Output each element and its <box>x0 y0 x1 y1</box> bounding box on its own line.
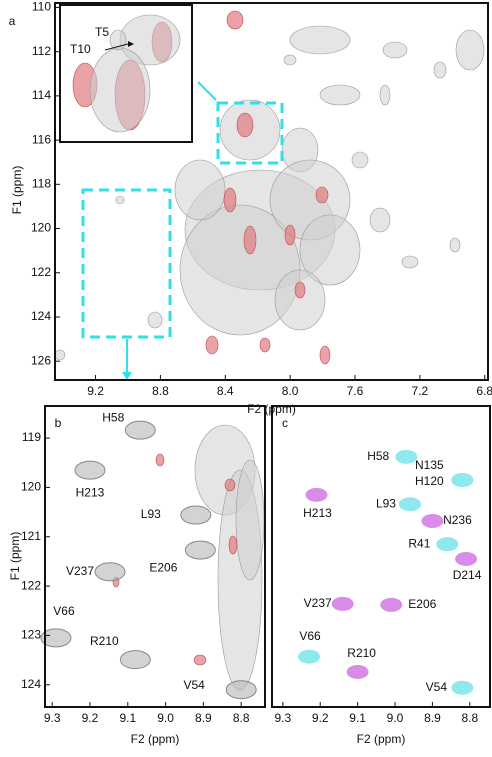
peak-label: N236 <box>443 513 472 527</box>
peak <box>451 473 474 488</box>
y-tick-label: 118 <box>32 176 51 190</box>
peak-label: V66 <box>53 604 75 618</box>
peak <box>395 449 418 464</box>
peak-label: H58 <box>102 410 124 424</box>
y-tick-label: 124 <box>21 677 41 691</box>
peak-label: H120 <box>415 474 444 488</box>
y-tick-label: 112 <box>32 44 51 58</box>
peak-label: H213 <box>303 506 332 520</box>
y-tick-label: 124 <box>31 309 51 323</box>
x-tick-label: 8.9 <box>424 711 441 725</box>
x-tick-label: 7.6 <box>347 384 364 398</box>
peak <box>346 664 369 679</box>
x-tick-label: 8.8 <box>461 711 478 725</box>
x-tick-label: 9.1 <box>349 711 366 725</box>
y-tick-label: 121 <box>21 529 41 543</box>
x-tick-label: 6.8 <box>476 384 492 398</box>
x-tick-label: 8.0 <box>282 384 299 398</box>
y-tick-label: 120 <box>31 221 51 235</box>
peak-label: E206 <box>408 597 436 611</box>
peak-label: L93 <box>141 507 161 521</box>
peak-label: V66 <box>299 629 321 643</box>
x-axis-label: F2 (ppm) <box>131 732 180 746</box>
x-tick-label: 9.2 <box>312 711 329 725</box>
peak-label: V237 <box>66 564 94 578</box>
y-tick-label: 110 <box>32 0 51 14</box>
x-axis-label: F2 (ppm) <box>357 732 406 746</box>
y-tick-label: 116 <box>32 132 51 146</box>
peak <box>225 680 257 700</box>
y-tick-label: 122 <box>31 265 51 279</box>
panel-label: c <box>282 416 288 430</box>
peak-label: V54 <box>184 678 206 692</box>
y-tick-label: 122 <box>21 578 41 592</box>
x-tick-label: 8.9 <box>195 711 212 725</box>
x-tick-label: 9.3 <box>44 711 61 725</box>
inset-annotation: T5 <box>95 25 109 39</box>
y-axis-label: F1 (ppm) <box>10 166 24 215</box>
peak-label: H58 <box>367 449 389 463</box>
panel-label: b <box>55 416 62 430</box>
peak <box>380 597 403 612</box>
zoom-box <box>81 188 172 339</box>
peak <box>436 537 459 552</box>
arrow <box>197 81 217 101</box>
y-tick-label: 123 <box>21 628 41 642</box>
x-tick-label: 8.8 <box>152 384 169 398</box>
zoom-box <box>216 101 284 165</box>
x-tick-label: 7.2 <box>412 384 429 398</box>
inset-annotation: T10 <box>70 42 91 56</box>
x-tick-label: 9.1 <box>119 711 136 725</box>
x-tick-label: 9.2 <box>82 711 99 725</box>
peak <box>298 649 321 664</box>
peak-label: R210 <box>90 634 119 648</box>
peak <box>421 513 444 528</box>
y-tick-label: 114 <box>32 88 51 102</box>
x-tick-label: 9.0 <box>157 711 174 725</box>
peak-label: D214 <box>453 568 482 582</box>
x-tick-label: 9.2 <box>87 384 104 398</box>
peak-label: L93 <box>376 496 396 510</box>
peak-label: R210 <box>347 646 376 660</box>
peak-label: V237 <box>304 596 332 610</box>
peak <box>124 420 156 440</box>
peak <box>451 680 474 695</box>
peak <box>40 628 72 648</box>
x-tick-label: 9.0 <box>387 711 404 725</box>
peak-label: E206 <box>149 560 177 574</box>
peak <box>74 460 106 480</box>
y-tick-label: 120 <box>21 480 41 494</box>
spectrum-contours-b <box>112 424 265 691</box>
peak <box>455 551 478 566</box>
plot-frame <box>44 405 266 708</box>
y-tick-label: 126 <box>31 353 51 367</box>
inset <box>59 4 193 143</box>
peak-label: N135 <box>415 458 444 472</box>
peak <box>305 487 328 502</box>
peak-label: H213 <box>76 485 105 499</box>
plot-frame <box>271 405 491 708</box>
x-tick-label: 8.8 <box>233 711 250 725</box>
spectrum-contours-a <box>54 10 485 365</box>
peak <box>184 540 216 560</box>
peak <box>180 505 212 525</box>
peak-label: V54 <box>426 680 448 694</box>
plot-frame <box>54 2 489 381</box>
peak-label: R41 <box>408 536 430 550</box>
panel-label: a <box>9 14 16 28</box>
peak <box>119 650 151 670</box>
y-axis-label: F1 (ppm) <box>8 532 22 581</box>
x-tick-label: 9.3 <box>275 711 292 725</box>
peak <box>94 562 126 582</box>
x-tick-label: 8.4 <box>217 384 234 398</box>
peak <box>331 596 354 611</box>
arrowhead <box>122 372 132 380</box>
peak <box>398 497 421 512</box>
y-tick-label: 119 <box>22 430 41 444</box>
